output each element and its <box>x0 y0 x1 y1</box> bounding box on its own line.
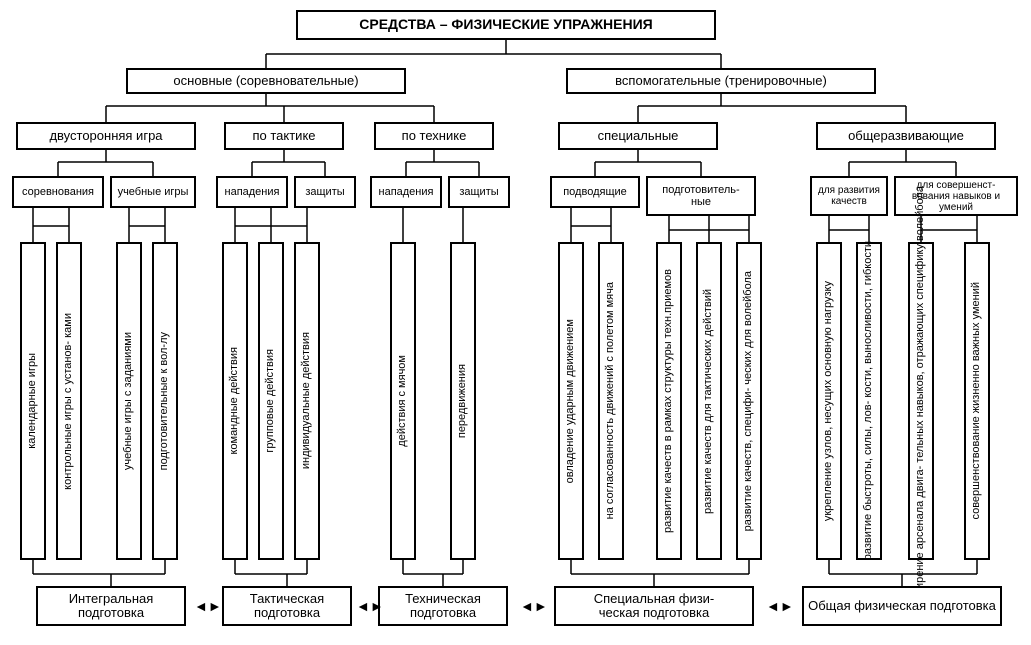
arrow-icon: ◄► <box>766 598 794 614</box>
leaf-node: индивидуальные действия <box>294 242 320 560</box>
leaf-label: укрепление узлов, несущих основную нагру… <box>823 281 835 521</box>
label: Общая физическая подготовка <box>808 599 996 613</box>
label: Специальная физи- ческая подготовка <box>594 592 715 621</box>
title-text: СРЕДСТВА – ФИЗИЧЕСКИЕ УПРАЖНЕНИЯ <box>359 17 652 32</box>
arrow-icon: ◄► <box>520 598 548 614</box>
leaf-node: укрепление узлов, несущих основную нагру… <box>816 242 842 560</box>
leaf-label: действия с мячом <box>397 355 409 447</box>
node-main: основные (соревновательные) <box>126 68 406 94</box>
leaf-label: развитие быстроты, силы, лов- кости, вын… <box>863 241 875 560</box>
label: Интегральная подготовка <box>42 592 180 621</box>
node-aux: вспомогательные (тренировочные) <box>566 68 876 94</box>
label: учебные игры <box>118 186 189 198</box>
label: специальные <box>598 129 679 143</box>
leaf-label: календарные игры <box>27 353 39 449</box>
leaf-node: развитие качеств, специфи- ческих для во… <box>736 242 762 560</box>
node-qualities: для развития качеств <box>810 176 888 216</box>
leaf-label: совершенствование жизненно важных умений <box>971 282 983 520</box>
label: основные (соревновательные) <box>173 74 358 88</box>
leaf-label: командные действия <box>229 347 241 455</box>
bottom-general-phys: Общая физическая подготовка <box>802 586 1002 626</box>
label: нападения <box>379 186 434 198</box>
label: вспомогательные (тренировочные) <box>615 74 827 88</box>
leaf-node: развитие быстроты, силы, лов- кости, вын… <box>856 242 882 560</box>
leaf-label: развитие качеств, специфи- ческих для во… <box>743 271 755 531</box>
leaf-node: групповые действия <box>258 242 284 560</box>
bottom-technical: Техническая подготовка <box>378 586 508 626</box>
leaf-node: подготовительные к вол-лу <box>152 242 178 560</box>
leaf-label: контрольные игры с установ- ками <box>63 313 75 490</box>
label: по тактике <box>252 129 315 143</box>
leaf-label: на согласованность движений с полетом мя… <box>605 282 617 519</box>
label: общеразвивающие <box>848 129 964 143</box>
label: защиты <box>459 186 498 198</box>
leaf-node: развитие качеств для тактических действи… <box>696 242 722 560</box>
leaf-node: передвижения <box>450 242 476 560</box>
leaf-node: на согласованность движений с полетом мя… <box>598 242 624 560</box>
leaf-label: индивидуальные действия <box>301 332 313 469</box>
leaf-label: развитие качеств для тактических действи… <box>703 289 715 514</box>
arrow-icon: ◄► <box>194 598 222 614</box>
label: подготовитель- ные <box>662 184 739 208</box>
leaf-label: групповые действия <box>265 349 277 453</box>
node-technique: по технике <box>374 122 494 150</box>
leaf-node: контрольные игры с установ- ками <box>56 242 82 560</box>
label: нападения <box>225 186 280 198</box>
bottom-integral: Интегральная подготовка <box>36 586 186 626</box>
hierarchy-diagram: СРЕДСТВА – ФИЗИЧЕСКИЕ УПРАЖНЕНИЯ основны… <box>6 6 1025 639</box>
leaf-label: передвижения <box>457 364 469 438</box>
node-preparatory: подготовитель- ные <box>646 176 756 216</box>
node-tac-defense: защиты <box>294 176 356 208</box>
leaf-node: календарные игры <box>20 242 46 560</box>
leaf-label: подготовительные к вол-лу <box>159 332 171 470</box>
node-lead-up: подводящие <box>550 176 640 208</box>
node-tac-attack: нападения <box>216 176 288 208</box>
leaf-node: совершенствование жизненно важных умений <box>964 242 990 560</box>
node-special: специальные <box>558 122 718 150</box>
arrow-icon: ◄► <box>356 598 384 614</box>
leaf-node: учебные игры с заданиями <box>116 242 142 560</box>
label: подводящие <box>563 186 627 198</box>
label: соревнования <box>22 186 94 198</box>
node-bilateral: двусторонняя игра <box>16 122 196 150</box>
leaf-node: развитие качеств в рамках структуры техн… <box>656 242 682 560</box>
leaf-node: действия с мячом <box>390 242 416 560</box>
node-general: общеразвивающие <box>816 122 996 150</box>
label: Техническая подготовка <box>384 592 502 621</box>
title-box: СРЕДСТВА – ФИЗИЧЕСКИЕ УПРАЖНЕНИЯ <box>296 10 716 40</box>
node-tech-defense: защиты <box>448 176 510 208</box>
label: двусторонняя игра <box>49 129 162 143</box>
bottom-tactical: Тактическая подготовка <box>222 586 352 626</box>
label: защиты <box>305 186 344 198</box>
label: для развития качеств <box>816 185 882 207</box>
leaf-node: командные действия <box>222 242 248 560</box>
node-skills: для совершенст- вования навыков и умений <box>894 176 1018 216</box>
bottom-special-phys: Специальная физи- ческая подготовка <box>554 586 754 626</box>
node-training-games: учебные игры <box>110 176 196 208</box>
node-tactics: по тактике <box>224 122 344 150</box>
label: Тактическая подготовка <box>228 592 346 621</box>
leaf-label: развитие качеств в рамках структуры техн… <box>663 269 675 533</box>
node-tech-attack: нападения <box>370 176 442 208</box>
leaf-node: овладение ударным движением <box>558 242 584 560</box>
leaf-label: учебные игры с заданиями <box>123 332 135 470</box>
leaf-label: расширение арсенала двига- тельных навык… <box>915 186 927 616</box>
node-competitions: соревнования <box>12 176 104 208</box>
leaf-node: расширение арсенала двига- тельных навык… <box>908 242 934 560</box>
label: по технике <box>402 129 467 143</box>
leaf-label: овладение ударным движением <box>565 319 577 483</box>
